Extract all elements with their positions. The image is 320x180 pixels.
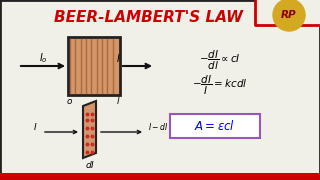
Text: BEER-LAMBERT'S LAW: BEER-LAMBERT'S LAW	[53, 10, 243, 24]
Text: $I_o$: $I_o$	[39, 51, 47, 65]
Text: $-\dfrac{dI}{dl} \propto cI$: $-\dfrac{dI}{dl} \propto cI$	[199, 48, 241, 72]
Text: RP: RP	[281, 10, 297, 20]
Text: $dI$: $dI$	[85, 159, 96, 170]
Bar	[68, 37, 120, 95]
Bar	[170, 114, 260, 138]
Text: $I$: $I$	[33, 122, 37, 132]
Text: $o$: $o$	[67, 96, 74, 105]
Text: $I-dI$: $I-dI$	[148, 122, 169, 132]
Text: $I$: $I$	[116, 52, 120, 64]
Polygon shape	[83, 101, 96, 158]
Bar	[255, 0, 320, 25]
Bar	[0, 173, 320, 180]
Text: $l$: $l$	[116, 96, 120, 107]
Circle shape	[273, 0, 305, 31]
Text: $-\dfrac{dI}{I} = kcdl$: $-\dfrac{dI}{I} = kcdl$	[192, 73, 248, 97]
Text: $A = \varepsilon cl$: $A = \varepsilon cl$	[195, 119, 236, 133]
